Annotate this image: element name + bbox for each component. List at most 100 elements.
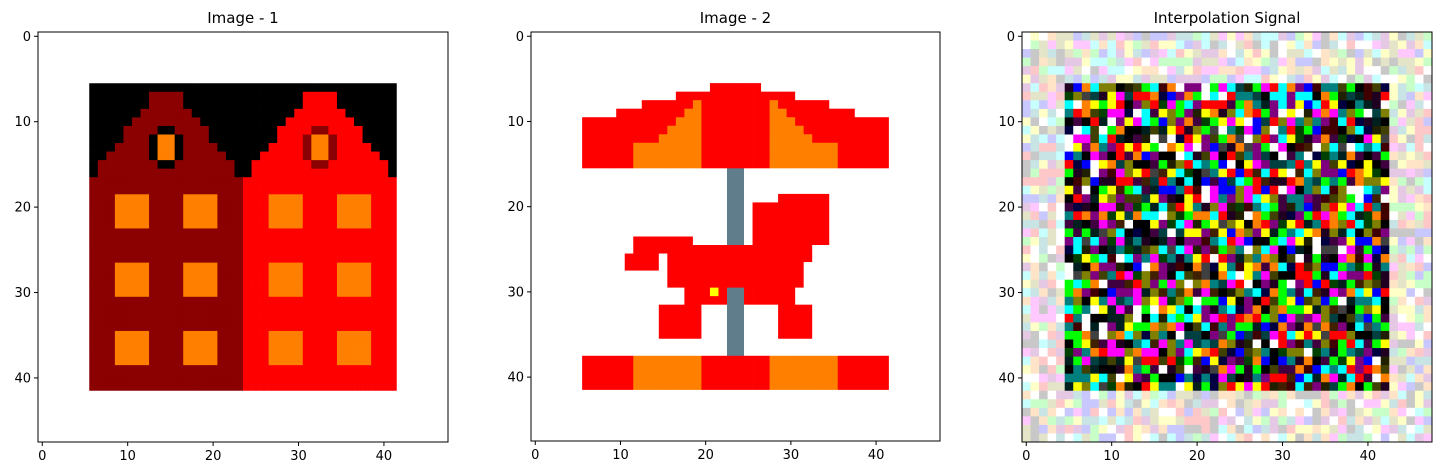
heatmap-cell <box>684 40 694 50</box>
heatmap-cell <box>795 279 805 288</box>
heatmap-cell <box>217 211 227 221</box>
heatmap-cell <box>328 322 338 332</box>
heatmap-cell <box>931 253 941 263</box>
heatmap-cell <box>795 176 805 186</box>
heatmap-cell <box>726 66 736 75</box>
heatmap-cell <box>251 424 261 434</box>
heatmap-cell <box>285 219 295 229</box>
heatmap-cell <box>607 415 617 425</box>
heatmap-cell <box>413 416 423 426</box>
heatmap-cell <box>260 416 269 426</box>
heatmap-cell <box>388 91 398 101</box>
heatmap-cell <box>582 142 591 152</box>
heatmap-cell <box>905 134 915 144</box>
heatmap-cell <box>131 407 141 417</box>
heatmap-cell <box>89 74 99 84</box>
heatmap-cell <box>539 330 549 340</box>
heatmap-cell <box>829 423 839 433</box>
heatmap-cell <box>38 296 47 306</box>
heatmap-cell <box>837 74 847 84</box>
heatmap-cell <box>616 117 626 127</box>
heatmap-cell <box>251 125 261 135</box>
heatmap-cell <box>319 313 329 323</box>
heatmap-cell <box>863 210 873 220</box>
heatmap-cell <box>820 83 830 92</box>
heatmap-cell <box>641 389 651 399</box>
heatmap-cell <box>302 160 312 170</box>
heatmap-cell <box>812 83 822 92</box>
heatmap-cell <box>1209 74 1219 84</box>
heatmap-cell <box>1150 66 1160 76</box>
heatmap-cell <box>888 381 898 391</box>
heatmap-cell <box>405 237 415 246</box>
heatmap-cell <box>871 313 881 323</box>
heatmap-cell <box>80 245 90 255</box>
heatmap-cell <box>123 211 133 221</box>
heatmap-cell <box>565 49 574 58</box>
heatmap-cell <box>191 365 201 375</box>
heatmap-cell <box>709 40 719 50</box>
heatmap-cell <box>430 211 440 221</box>
heatmap-cell <box>718 168 728 178</box>
heatmap-cell <box>430 237 440 246</box>
heatmap-cell <box>362 271 372 281</box>
heatmap-cell <box>396 177 406 187</box>
heatmap-cell <box>302 305 312 315</box>
heatmap-cell <box>217 160 227 170</box>
heatmap-cell <box>243 185 252 195</box>
heatmap-cell <box>582 432 591 442</box>
heatmap-cell <box>328 279 338 289</box>
heatmap-cell <box>607 381 617 391</box>
heatmap-cell <box>803 32 813 41</box>
heatmap-cell <box>599 398 609 408</box>
heatmap-cell <box>157 202 167 212</box>
heatmap-cell <box>123 125 133 135</box>
heatmap-cell <box>379 245 389 255</box>
heatmap-cell <box>157 356 167 366</box>
heatmap-cell <box>590 245 600 254</box>
heatmap-cell <box>166 143 176 152</box>
heatmap-cell <box>667 91 677 101</box>
heatmap-cell <box>285 160 295 170</box>
heatmap-cell <box>599 372 609 382</box>
heatmap-cell <box>217 237 227 246</box>
heatmap-cell <box>761 321 770 331</box>
heatmap-cell <box>803 253 813 263</box>
heatmap-cell <box>1295 49 1305 58</box>
heatmap-cell <box>183 348 193 357</box>
heatmap-cell <box>251 365 261 375</box>
heatmap-cell <box>752 66 762 75</box>
heatmap-cell <box>633 210 643 220</box>
heatmap-cell <box>931 142 941 152</box>
heatmap-cell <box>641 304 651 314</box>
heatmap-cell <box>897 219 907 229</box>
heatmap-cell <box>388 365 398 375</box>
heatmap-cell <box>582 210 591 220</box>
heatmap-cell <box>641 210 651 220</box>
heatmap-cell <box>931 381 941 391</box>
heatmap-cell <box>396 399 406 409</box>
heatmap-cell <box>260 74 269 84</box>
heatmap-cell <box>624 398 634 408</box>
heatmap-cell <box>140 160 150 170</box>
heatmap-cell <box>439 117 449 127</box>
heatmap-cell <box>709 270 719 280</box>
heatmap-cell <box>556 381 566 391</box>
heatmap-cell <box>277 117 287 127</box>
heatmap-cell <box>319 228 329 238</box>
heatmap-cell <box>379 356 389 366</box>
heatmap-cell <box>311 202 321 212</box>
heatmap-cell <box>905 364 915 374</box>
heatmap-cell <box>726 32 736 41</box>
heatmap-cell <box>854 270 864 280</box>
heatmap-cell <box>880 202 890 212</box>
heatmap-cell <box>531 159 540 169</box>
x-tick-label: 40 <box>868 448 885 463</box>
heatmap-cell <box>650 415 660 425</box>
heatmap-cell <box>667 125 677 135</box>
heatmap-cell <box>539 32 549 41</box>
heatmap-cell <box>573 321 583 331</box>
heatmap-cell <box>752 49 762 58</box>
heatmap-cell <box>752 355 762 365</box>
heatmap-cell <box>200 40 210 50</box>
